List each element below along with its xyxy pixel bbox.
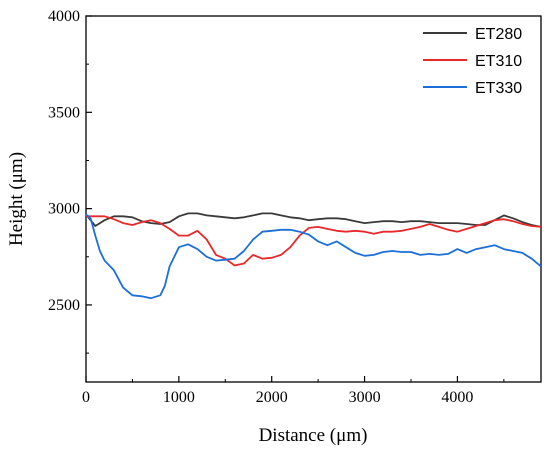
x-tick-label: 3000 — [349, 389, 381, 406]
series-line-et310 — [86, 215, 542, 267]
legend: ET280 ET310 ET330 — [423, 26, 522, 97]
series-line-et280 — [85, 212, 542, 228]
x-tick-label: 0 — [82, 389, 90, 406]
legend-label-et310: ET310 — [475, 53, 522, 70]
x-tick-label: 4000 — [441, 389, 473, 406]
x-axis-title: Distance (μm) — [259, 425, 368, 446]
legend-label-et280: ET280 — [475, 26, 522, 43]
y-tick-label: 4000 — [48, 8, 80, 25]
y-axis-title: Height (μm) — [6, 152, 27, 246]
plot-area-frame — [85, 15, 542, 383]
series-lines — [85, 212, 542, 300]
x-tick-label: 1000 — [163, 389, 195, 406]
y-tick-label: 2500 — [48, 297, 80, 314]
x-tick-label: 2000 — [256, 389, 288, 406]
y-tick-label: 3000 — [48, 201, 80, 218]
x-axis-ticks: 0 1000 2000 3000 4000 — [82, 376, 505, 406]
y-tick-label: 3500 — [48, 104, 80, 121]
legend-label-et330: ET330 — [475, 80, 522, 97]
y-axis-ticks: 2500 3000 3500 4000 — [48, 8, 92, 354]
series-line-et330 — [85, 213, 542, 300]
